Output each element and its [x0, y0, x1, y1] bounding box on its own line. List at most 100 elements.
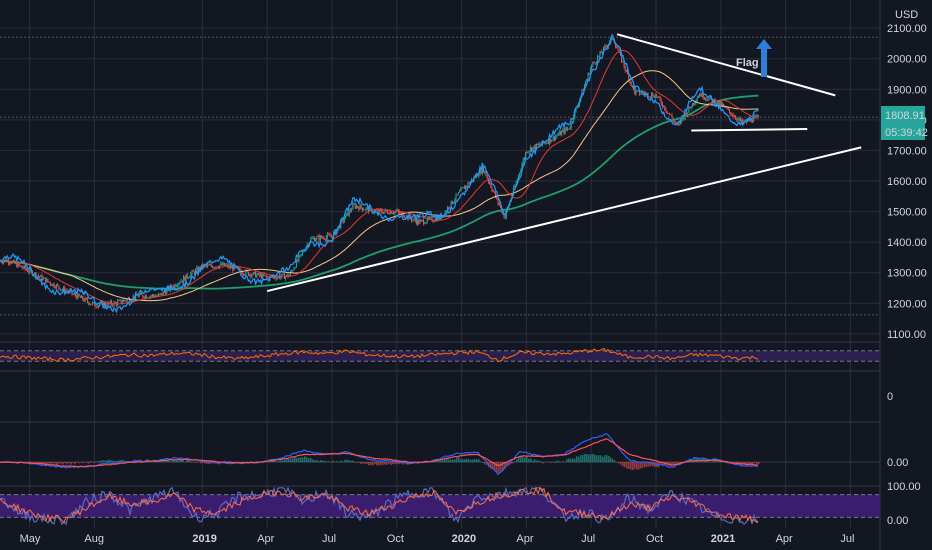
candle-body: [58, 285, 60, 288]
candle-body: [163, 291, 165, 293]
candle-body: [732, 115, 734, 117]
candle-body: [715, 103, 717, 105]
macd-histogram-bar: [154, 461, 156, 463]
candle-body: [321, 235, 323, 238]
candle-body: [532, 147, 534, 151]
candle-body: [545, 142, 547, 144]
macd-histogram-bar: [364, 462, 366, 464]
arrow-up-icon[interactable]: [756, 39, 772, 77]
macd-histogram-bar: [454, 459, 456, 463]
candle-body: [180, 280, 182, 283]
candle-body: [216, 266, 218, 268]
price-axis[interactable]: USD 2100.002000.001900.001800.001700.001…: [887, 9, 927, 527]
candle-body: [539, 144, 541, 145]
candle-body: [228, 265, 230, 268]
macd-histogram-bar: [620, 462, 622, 465]
candle-body: [430, 217, 432, 219]
candle-body: [478, 175, 480, 177]
candle-body: [425, 222, 427, 224]
candle-body: [240, 270, 242, 274]
candle-body: [107, 302, 109, 306]
candle-body: [295, 260, 297, 268]
candle-body: [287, 274, 289, 278]
candle-body: [750, 118, 752, 122]
candle-body: [463, 187, 465, 189]
candle-body: [562, 129, 564, 132]
candle-body: [264, 275, 266, 277]
candle-body: [448, 207, 450, 209]
macd-histogram-bar: [480, 461, 482, 463]
trendlines[interactable]: [266, 33, 862, 293]
macd-histogram-bar: [178, 460, 180, 463]
macd-histogram-bar: [486, 462, 488, 466]
candle-body: [90, 304, 92, 305]
candle-body: [95, 306, 97, 308]
candle-body: [755, 116, 757, 117]
candle-body: [719, 101, 721, 105]
macd-histogram-bar: [78, 462, 80, 464]
candle-body: [15, 262, 17, 264]
macd-histogram-bar: [538, 460, 540, 463]
candle-body: [432, 221, 434, 222]
candle-body: [401, 212, 403, 214]
macd-histogram-bar: [616, 462, 618, 463]
candle-body: [564, 128, 566, 134]
macd-histogram-bar: [514, 461, 516, 463]
stochastic-panel[interactable]: [0, 486, 880, 526]
candle-body: [197, 267, 199, 272]
candle-body: [570, 122, 572, 129]
candle-body: [383, 211, 385, 214]
candle-body: [130, 300, 132, 302]
price-tick-label: 1100.00: [887, 329, 926, 341]
macd-histogram-bar: [482, 462, 484, 464]
candle-body: [45, 277, 47, 283]
candle-body: [630, 81, 632, 87]
candle-body: [455, 194, 457, 201]
candle-body: [124, 299, 126, 301]
candle-body: [239, 268, 241, 271]
candle-body: [219, 265, 221, 268]
macd-histogram-bar: [106, 460, 108, 463]
macd-histogram-bar: [604, 455, 606, 463]
macd-histogram-bar: [308, 458, 310, 463]
macd-histogram-bar: [108, 459, 110, 463]
candle-body: [226, 264, 228, 266]
candle-body: [450, 200, 452, 208]
candle-body: [138, 294, 140, 297]
rsi-panel[interactable]: [0, 348, 880, 363]
candle-body: [225, 264, 227, 266]
candle-body: [276, 277, 278, 279]
macd-histogram-bar: [318, 461, 320, 463]
candle-body: [84, 298, 86, 302]
macd-histogram-bar: [116, 460, 118, 463]
macd-histogram-bar: [270, 460, 272, 463]
macd-histogram-bar: [362, 462, 364, 464]
macd-histogram-bar: [370, 462, 372, 465]
price-panel[interactable]: Flag: [0, 33, 880, 316]
macd-histogram-bar: [438, 460, 440, 463]
rsi-line: [0, 348, 759, 363]
time-axis[interactable]: May Aug 2019 Apr Jul Oct 2020 Apr Jul Oct 2021 Apr J…: [20, 533, 855, 545]
candle-body: [720, 101, 722, 106]
candle-body: [670, 114, 672, 116]
stoch-d-line: [0, 486, 759, 524]
macd-histogram-bar: [94, 461, 96, 463]
candle-body: [77, 294, 79, 299]
macd-histogram-bar: [584, 453, 586, 463]
candle-body: [323, 237, 325, 240]
candle-body: [498, 203, 500, 206]
candle-body: [35, 272, 37, 278]
candle-body: [413, 218, 415, 220]
macd-histogram-bar: [512, 462, 514, 464]
candle-body: [207, 264, 209, 266]
macd-panel[interactable]: [0, 433, 880, 475]
stoch-tick-label: 100.00: [887, 481, 921, 493]
candle-body: [567, 128, 569, 130]
candle-body: [727, 108, 729, 110]
candle-body: [118, 300, 120, 302]
macd-histogram-bar: [302, 457, 304, 463]
macd-histogram-bar: [342, 461, 344, 463]
candle-body: [396, 209, 398, 212]
